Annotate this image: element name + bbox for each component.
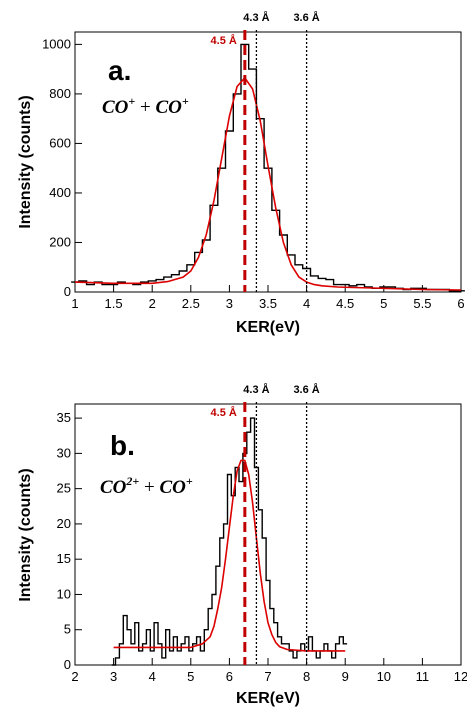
chart-a-panel-label: a. (108, 55, 131, 86)
chart-b-ylabel: Intensity (counts) (17, 468, 34, 601)
chart-a-formula: CO+ + CO+ (102, 94, 189, 118)
chart-b-xtick-label: 6 (226, 669, 233, 684)
chart-a-ticks: 1 1.5 2 2.5 3 3.5 4 4.5 5 5.5 6 0 200 400 600 800 1000 (42, 36, 465, 311)
chart-b-ytick-label: 5 (64, 622, 71, 637)
chart-b-ytick-label: 30 (57, 445, 71, 460)
chart-b-formula-op: + (139, 477, 159, 498)
chart-a-ref-lines: 4.5 Å 4.3 Å 3.6 Å (211, 11, 320, 292)
chart-b-formula-base2: CO (159, 477, 186, 498)
chart-b: 2 3 4 5 6 7 8 9 10 11 12 0 5 10 15 20 25 30 35 4.5 Å 4.3 Å 3… (17, 383, 467, 707)
chart-b-xtick-label: 8 (303, 669, 310, 684)
chart-a-xtick-label: 1.5 (105, 296, 123, 311)
chart-a-ref-line-label: 4.3 Å (243, 11, 269, 24)
chart-a-formula-op: + (135, 97, 155, 118)
chart-b-formula-sup1: 2+ (125, 474, 139, 488)
chart-a-ytick-label: 200 (49, 234, 71, 249)
chart-b-ytick-label: 20 (57, 516, 71, 531)
chart-b-xlabel: KER(eV) (236, 690, 300, 707)
chart-a-xtick-label: 3 (226, 296, 233, 311)
chart-a-ref-line-label: 4.5 Å (211, 34, 237, 47)
chart-b-ytick-label: 0 (64, 657, 71, 672)
chart-b-xtick-label: 9 (342, 669, 349, 684)
chart-b-ref-lines: 4.5 Å 4.3 Å 3.6 Å (211, 383, 320, 665)
chart-a-ytick-label: 0 (64, 284, 71, 299)
chart-b-ytick-label: 10 (57, 586, 71, 601)
chart-a-xtick-label: 6 (457, 296, 464, 311)
chart-b-xtick-label: 5 (187, 669, 194, 684)
chart-a-formula-base2: CO (155, 97, 182, 118)
chart-a-xtick-label: 4.5 (336, 296, 354, 311)
chart-b-xtick-label: 11 (416, 669, 430, 684)
chart-b-xtick-label: 12 (454, 669, 467, 684)
chart-b-ytick-label: 25 (57, 481, 71, 496)
chart-a-fit-series (74, 77, 462, 291)
chart-b-formula-base1: CO (100, 477, 127, 498)
chart-b-ytick-label: 15 (57, 551, 71, 566)
chart-b-ref-line-label: 4.5 Å (211, 406, 237, 419)
chart-a-xtick-label: 2.5 (182, 296, 200, 311)
chart-a-xlabel: KER(eV) (236, 319, 300, 336)
chart-a: 1 1.5 2 2.5 3 3.5 4 4.5 5 5.5 6 0 200 400 600 800 1000 4… (17, 11, 465, 336)
chart-b-formula-sup2: + (186, 474, 193, 488)
chart-b-xtick-label: 3 (110, 669, 117, 684)
chart-b-xtick-label: 4 (149, 669, 156, 684)
chart-a-formula-base1: CO (102, 97, 129, 118)
chart-b-ytick-label: 35 (57, 410, 71, 425)
chart-a-xtick-label: 2 (149, 296, 156, 311)
chart-a-xtick-label: 4 (303, 296, 310, 311)
chart-b-data (111, 417, 348, 666)
chart-b-fit-series (113, 459, 346, 652)
chart-b-formula: CO2+ + CO+ (100, 474, 193, 498)
chart-b-xtick-label: 7 (264, 669, 271, 684)
chart-a-xtick-label: 3.5 (259, 296, 277, 311)
chart-b-xtick-label: 2 (71, 669, 78, 684)
chart-b-histogram-series (111, 417, 348, 666)
chart-a-ytick-label: 1000 (42, 36, 71, 51)
chart-a-xtick-label: 1 (71, 296, 78, 311)
chart-b-ticks: 2 3 4 5 6 7 8 9 10 11 12 0 5 10 15 20 25 30 35 (57, 410, 467, 684)
chart-a-xtick-label: 5.5 (413, 296, 431, 311)
chart-b-panel-label: b. (110, 430, 135, 461)
chart-a-formula-sup2: + (182, 94, 189, 108)
chart-b-ref-line-label: 3.6 Å (293, 383, 319, 396)
chart-a-ylabel: Intensity (counts) (17, 95, 34, 228)
chart-b-ref-line-label: 4.3 Å (243, 383, 269, 396)
chart-a-ytick-label: 400 (49, 185, 71, 200)
chart-b-xtick-label: 10 (377, 669, 391, 684)
chart-a-xtick-label: 5 (380, 296, 387, 311)
chart-a-formula-sup1: + (128, 94, 135, 108)
chart-a-ref-line-label: 3.6 Å (293, 11, 319, 24)
chart-a-ytick-label: 600 (49, 135, 71, 150)
chart-a-ytick-label: 800 (49, 86, 71, 101)
